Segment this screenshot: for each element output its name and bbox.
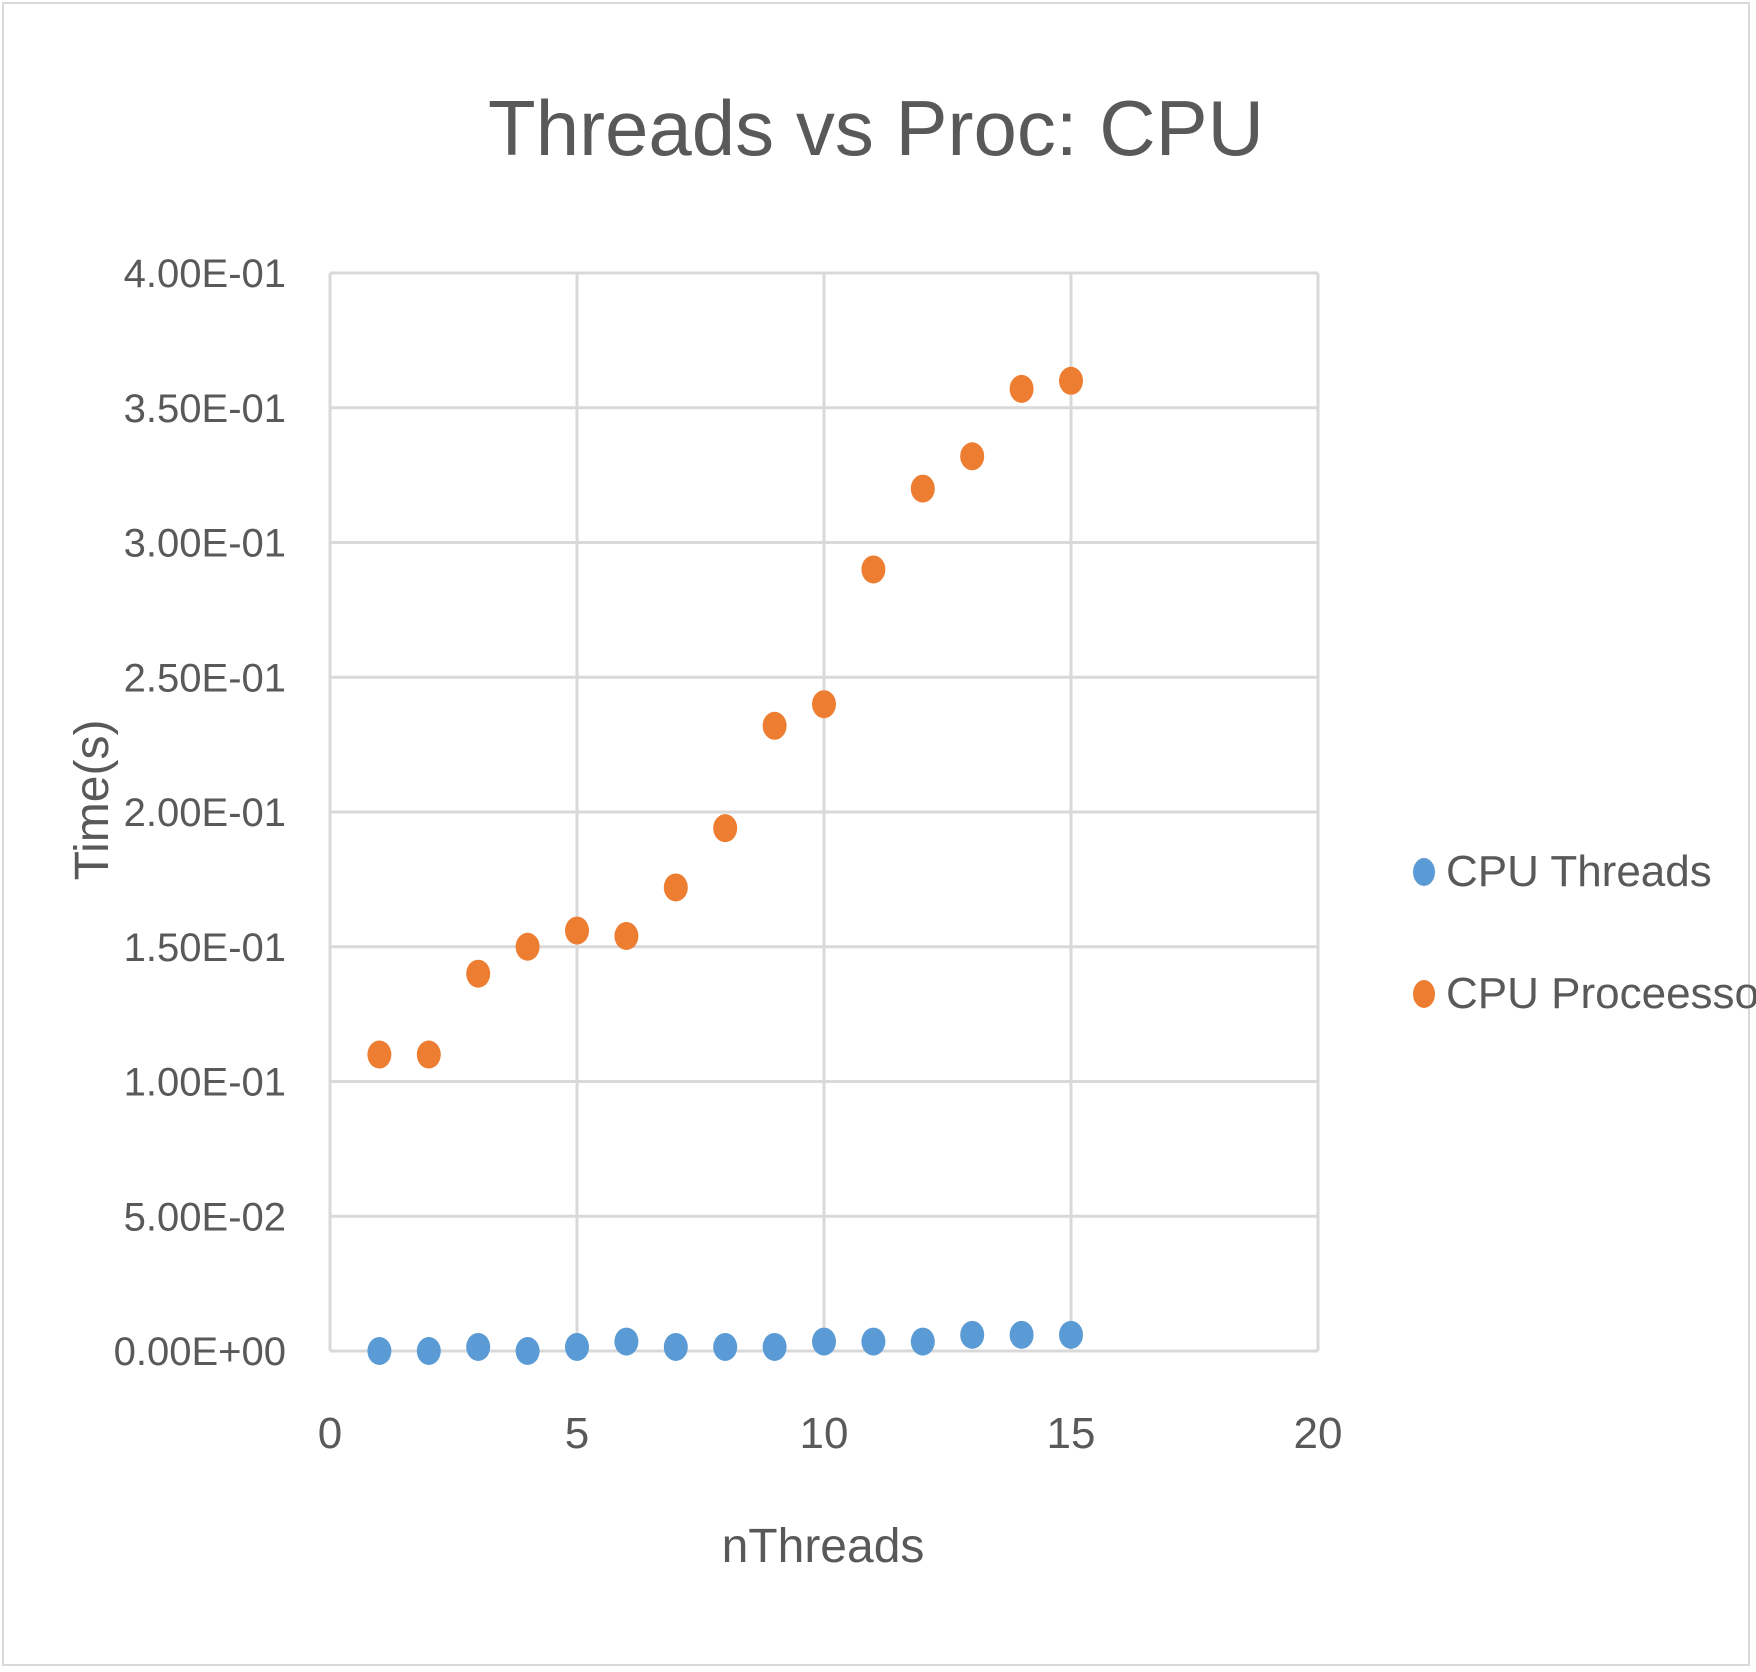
data-point (614, 1327, 639, 1356)
data-point (466, 959, 491, 988)
data-point (713, 814, 738, 843)
data-point (515, 1337, 540, 1365)
data-point (762, 711, 787, 740)
data-point (960, 1320, 985, 1349)
data-point (565, 916, 589, 945)
data-point (663, 1332, 688, 1361)
data-point (762, 1332, 787, 1361)
data-point (1009, 1320, 1034, 1349)
data-point (910, 1327, 935, 1356)
data-point (614, 921, 639, 950)
legend-marker (1413, 980, 1435, 1008)
y-tick-label: 1.50E-01 (124, 926, 286, 970)
data-point (416, 1040, 441, 1069)
y-tick-label: 0.00E+00 (114, 1330, 286, 1374)
data-point (812, 1327, 836, 1356)
x-tick-label: 15 (1047, 1409, 1096, 1458)
chart-title: Threads vs Proc: CPU (488, 84, 1264, 172)
data-point (861, 555, 886, 584)
data-point (910, 474, 935, 503)
legend-marker (1413, 858, 1435, 886)
legend-item: CPU Proceessor (1413, 969, 1756, 1018)
data-point (1059, 366, 1083, 395)
data-point (1059, 1320, 1083, 1349)
x-tick-label: 10 (800, 1409, 849, 1458)
data-point (812, 690, 836, 719)
legend: CPU Threads CPU Proceessor (1413, 847, 1756, 1018)
data-point (466, 1332, 491, 1361)
data-point (663, 873, 688, 902)
x-tick-labels: 0 5 10 15 20 (318, 1409, 1343, 1458)
legend-label: CPU Proceessor (1446, 969, 1756, 1018)
data-point (960, 442, 985, 471)
data-point (861, 1327, 886, 1356)
y-tick-label: 4.00E-01 (124, 252, 286, 296)
x-tick-label: 5 (565, 1409, 589, 1458)
data-point (565, 1332, 589, 1361)
data-points (367, 366, 1083, 1365)
series-1-points (367, 1320, 1083, 1365)
y-tick-label: 2.50E-01 (124, 656, 286, 700)
grid-lines (328, 271, 1320, 1353)
x-tick-label: 0 (318, 1409, 342, 1458)
y-tick-labels: 0.00E+00 5.00E-02 1.00E-01 1.50E-01 2.00E-01… (114, 252, 286, 1374)
data-point (713, 1332, 738, 1361)
y-tick-label: 2.00E-01 (124, 791, 286, 835)
y-tick-label: 3.50E-01 (124, 387, 286, 431)
x-axis-label: nThreads (722, 1520, 925, 1573)
data-point (416, 1337, 441, 1365)
y-tick-label: 5.00E-02 (124, 1195, 286, 1239)
legend-item: CPU Threads (1413, 847, 1712, 896)
data-point (367, 1337, 392, 1365)
data-point (367, 1040, 392, 1069)
y-axis-label: Time(s) (66, 720, 119, 881)
x-tick-label: 20 (1294, 1409, 1343, 1458)
y-tick-label: 1.00E-01 (124, 1061, 286, 1105)
data-point (1009, 374, 1034, 403)
legend-label: CPU Threads (1446, 847, 1712, 896)
series-2-points (367, 366, 1083, 1069)
y-tick-label: 3.00E-01 (124, 522, 286, 566)
data-point (515, 932, 540, 961)
